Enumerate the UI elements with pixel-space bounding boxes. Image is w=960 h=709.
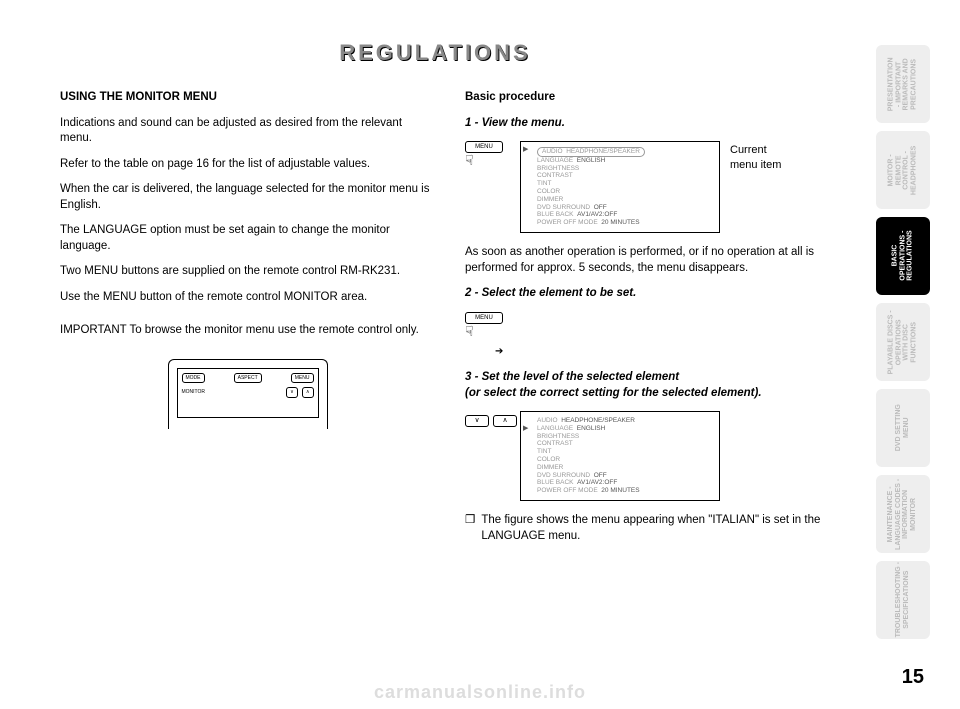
tab-label: MAINTENANCE - LANGUAGE CODES - INFORMATI… [888,478,919,549]
tab-label: MOITOR - REMOTE CONTROL - HEADPHONES [888,145,919,194]
screen-value: AV1/AV2:OFF [577,479,617,486]
step-1-illustration: MENU ☟ ▶ AUDIO HEADPHONE/SPEAKER LANGUAG… [465,141,840,233]
left-column: USING THE MONITOR MENU Indications and s… [60,90,435,544]
screen-value: ENGLISH [577,157,606,164]
screen-line: TINT [537,180,551,187]
watermark: carmanualsonline.info [0,682,960,703]
screen-line: TINT [537,448,551,455]
screen-value: HEADPHONE/SPEAKER [566,148,640,155]
subsection-title: Basic procedure [465,90,840,106]
tab-label: PLAYABLE DISCS - OPERATIONS WITH DISC FU… [888,310,919,374]
selector-marker: ▶ [523,146,528,154]
tab-troubleshooting: TROUBLESHOOTING - SPECIFICATIONS [876,561,930,639]
body-text: As soon as another operation is performe… [465,245,840,276]
tab-basic-operations: BASIC OPERATIONS - REGULATIONS [876,217,930,295]
down-button: ∨ [465,415,489,426]
body-text: Refer to the table on page 16 for the li… [60,157,435,173]
tab-maintenance: MAINTENANCE - LANGUAGE CODES - INFORMATI… [876,475,930,553]
caption-line: menu item [730,159,781,171]
remote-inner: MODE ASPECT MENU MONITOR ∨ ∧ [177,368,319,418]
screen-value: 20 MINUTES [601,219,639,226]
step-subtitle: (or select the correct setting for the s… [465,386,840,402]
caption-line: Current [730,144,767,156]
screen-value: ENGLISH [577,425,606,432]
tab-label: DVD SETTING MENU [895,404,910,451]
step-3-illustration: ∨ ∧ ▶ AUDIO HEADPHONE/SPEAKER LANGUAGE E… [465,411,840,501]
bullet-icon: ❒ [465,513,475,544]
step-title: 2 - Select the element to be set. [465,286,840,302]
body-text: Use the MENU button of the remote contro… [60,290,435,306]
screen-line: AUDIO [542,148,563,155]
up-button: ∧ [493,415,517,426]
finger-icon: ☟ [465,151,520,170]
screen-line: POWER OFF MODE [537,487,598,494]
tab-presentation: PRESENTATION - IMPORTANT REMARKS AND PRE… [876,45,930,123]
down-button: ∨ [286,387,298,398]
right-column: Basic procedure 1 - View the menu. MENU … [465,90,840,544]
tab-playable-discs: PLAYABLE DISCS - OPERATIONS WITH DISC FU… [876,303,930,381]
step-2-illustration: MENU ☟ ➔ [465,312,840,358]
screen-line: COLOR [537,188,560,195]
body-text: IMPORTANT To browse the monitor menu use… [60,323,435,339]
screen-line: DIMMER [537,464,563,471]
mode-button: MODE [182,373,205,384]
body-text: When the car is delivered, the language … [60,182,435,213]
arrow-buttons: ∨ ∧ [465,411,520,426]
side-tabs: PRESENTATION - IMPORTANT REMARKS AND PRE… [876,45,930,639]
remote-control-illustration: MODE ASPECT MENU MONITOR ∨ ∧ [168,359,328,429]
screen-value: 20 MINUTES [601,487,639,494]
step-title: 1 - View the menu. [465,116,840,132]
page: REGULATIONS USING THE MONITOR MENU Indic… [0,0,960,709]
body-text: The LANGUAGE option must be set again to… [60,223,435,254]
section-title: USING THE MONITOR MENU [60,90,435,106]
tab-label: BASIC OPERATIONS - REGULATIONS [891,231,914,281]
body-text: Indications and sound can be adjusted as… [60,116,435,147]
step-title: 3 - Set the level of the selected elemen… [465,370,840,386]
tab-monitor: MOITOR - REMOTE CONTROL - HEADPHONES [876,131,930,209]
note-line: ❒ The figure shows the menu appearing wh… [465,513,840,544]
tab-label: TROUBLESHOOTING - SPECIFICATIONS [895,562,910,637]
screen-line: BLUE BACK [537,211,574,218]
note-text: The figure shows the menu appearing when… [481,513,840,544]
remote-row-1: MODE ASPECT MENU [182,373,314,384]
menu-press: MENU ☟ [465,141,520,172]
body-text: Two MENU buttons are supplied on the rem… [60,264,435,280]
menu-button: MENU [291,373,314,384]
screen-line: BRIGHTNESS [537,433,579,440]
screen-line: DIMMER [537,196,563,203]
screen-value: AV1/AV2:OFF [577,211,617,218]
selector-marker: ▶ [523,425,528,433]
screen-line: BRIGHTNESS [537,165,579,172]
screen-line: POWER OFF MODE [537,219,598,226]
page-heading: REGULATIONS [0,40,870,66]
aspect-button: ASPECT [234,373,262,384]
screen-line: AUDIO [537,417,558,424]
screen-line: BLUE BACK [537,479,574,486]
screen-line: LANGUAGE [537,157,573,164]
remote-row-2: MONITOR ∨ ∧ [182,387,314,398]
content-area: USING THE MONITOR MENU Indications and s… [60,90,840,544]
screen-line: CONTRAST [537,172,573,179]
menu-press: MENU ☟ ➔ [465,312,520,358]
screen-line: CONTRAST [537,440,573,447]
screen-value: HEADPHONE/SPEAKER [561,417,635,424]
monitor-label: MONITOR [182,389,206,396]
screen-line: LANGUAGE [537,425,573,432]
screen-line: DVD SURROUND [537,472,590,479]
screen-value: OFF [594,472,607,479]
screen-line: COLOR [537,456,560,463]
screen-line: DVD SURROUND [537,204,590,211]
screen-caption: Current menu item [730,143,781,173]
up-button: ∧ [302,387,314,398]
screen-value: OFF [594,204,607,211]
tab-label: PRESENTATION - IMPORTANT REMARKS AND PRE… [888,57,919,111]
osd-screen: ▶ AUDIO HEADPHONE/SPEAKER LANGUAGE ENGLI… [520,411,720,501]
arrow-right-icon: ➔ [495,345,520,359]
osd-screen: ▶ AUDIO HEADPHONE/SPEAKER LANGUAGE ENGLI… [520,141,720,233]
tab-dvd-setting: DVD SETTING MENU [876,389,930,467]
finger-icon: ☟ [465,322,520,341]
